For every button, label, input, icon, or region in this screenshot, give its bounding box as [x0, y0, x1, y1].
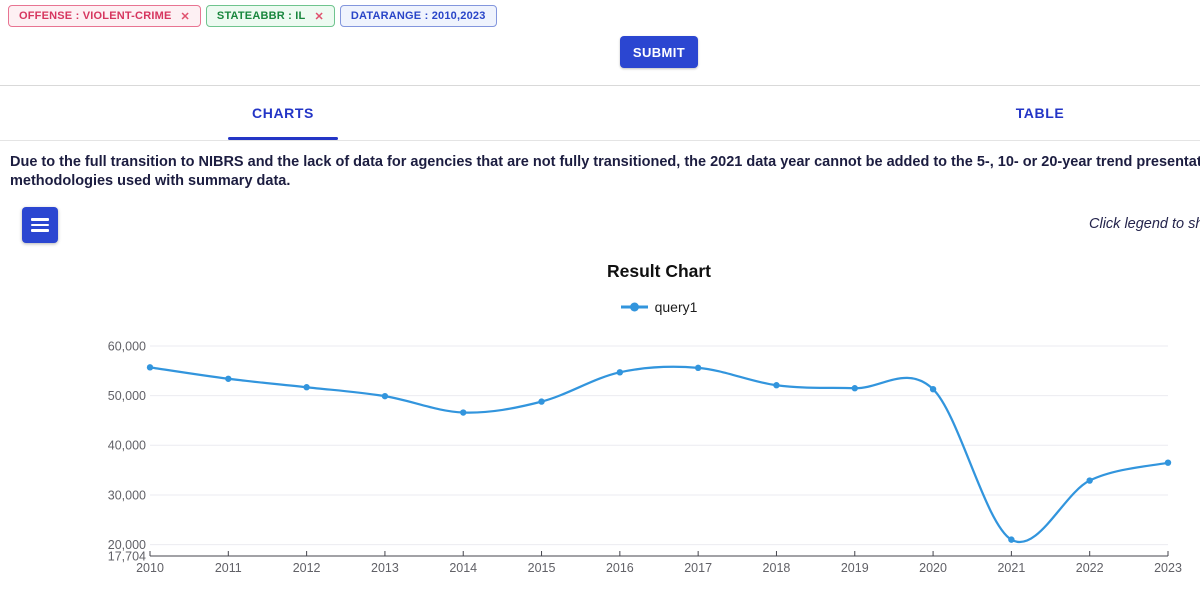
nibrs-notice-line1: Due to the full transition to NIBRS and …	[10, 154, 1200, 170]
nibrs-notice: Due to the full transition to NIBRS and …	[10, 153, 1200, 190]
legend-label: query1	[654, 299, 698, 315]
svg-text:2018: 2018	[763, 561, 791, 575]
chart-menu-button[interactable]	[22, 207, 58, 243]
svg-text:60,000: 60,000	[108, 339, 146, 353]
submit-button[interactable]: SUBMIT	[620, 36, 698, 68]
svg-text:30,000: 30,000	[108, 488, 146, 502]
svg-text:2011: 2011	[215, 561, 242, 575]
chart-title: Result Chart	[606, 261, 712, 281]
svg-text:2019: 2019	[841, 561, 869, 575]
legend-item-query1[interactable]: query1	[0, 299, 1200, 315]
filter-chip: DATARANGE : 2010,2023	[339, 5, 497, 27]
active-tab-underline	[228, 137, 338, 140]
svg-text:2010: 2010	[136, 561, 164, 575]
svg-text:40,000: 40,000	[108, 439, 146, 453]
header-divider	[0, 85, 1200, 86]
svg-text:2017: 2017	[684, 561, 712, 575]
filter-chip: OFFENSE : VIOLENT-CRIME ✕	[8, 5, 201, 27]
tab-table[interactable]: TABLE	[985, 86, 1095, 140]
svg-text:2022: 2022	[1076, 561, 1104, 575]
tabs-divider	[0, 140, 1200, 141]
svg-text:2021: 2021	[997, 561, 1025, 575]
filter-chip: STATEABBR : IL ✕	[205, 5, 335, 27]
hamburger-icon	[31, 218, 49, 221]
svg-text:2020: 2020	[919, 561, 947, 575]
filter-chip-row: OFFENSE : VIOLENT-CRIME ✕ STATEABBR : IL ✕ D…	[8, 5, 497, 27]
tab-table-label: TABLE	[1015, 105, 1065, 121]
svg-text:2014: 2014	[449, 561, 477, 575]
nibrs-notice-line2: methodologies used with summary data.	[10, 172, 291, 189]
svg-text:2016: 2016	[606, 561, 634, 575]
svg-text:20,000: 20,000	[108, 538, 146, 552]
tab-charts-label: CHARTS	[252, 105, 314, 121]
legend-marker-icon	[620, 302, 648, 312]
filter-chip-label: OFFENSE : VIOLENT-CRIME	[19, 10, 172, 22]
svg-text:50,000: 50,000	[108, 389, 146, 403]
svg-text:2013: 2013	[371, 561, 399, 575]
legend-hint-text: Click legend to sho	[1089, 216, 1200, 232]
filter-chip-label: STATEABBR : IL	[216, 10, 306, 22]
filter-chip-label: DATARANGE : 2010,2023	[350, 10, 486, 22]
result-chart-plot: 60,000 50,000 40,000 30,000 20,00017,7042010…	[108, 339, 1182, 575]
tab-charts[interactable]: CHARTS	[228, 86, 338, 140]
chip-remove-icon[interactable]: ✕	[180, 10, 190, 23]
svg-text:2023: 2023	[1154, 561, 1182, 575]
svg-text:17,704: 17,704	[108, 549, 146, 563]
svg-text:2015: 2015	[528, 561, 556, 575]
svg-text:2012: 2012	[293, 561, 321, 575]
chip-remove-icon[interactable]: ✕	[314, 10, 324, 23]
